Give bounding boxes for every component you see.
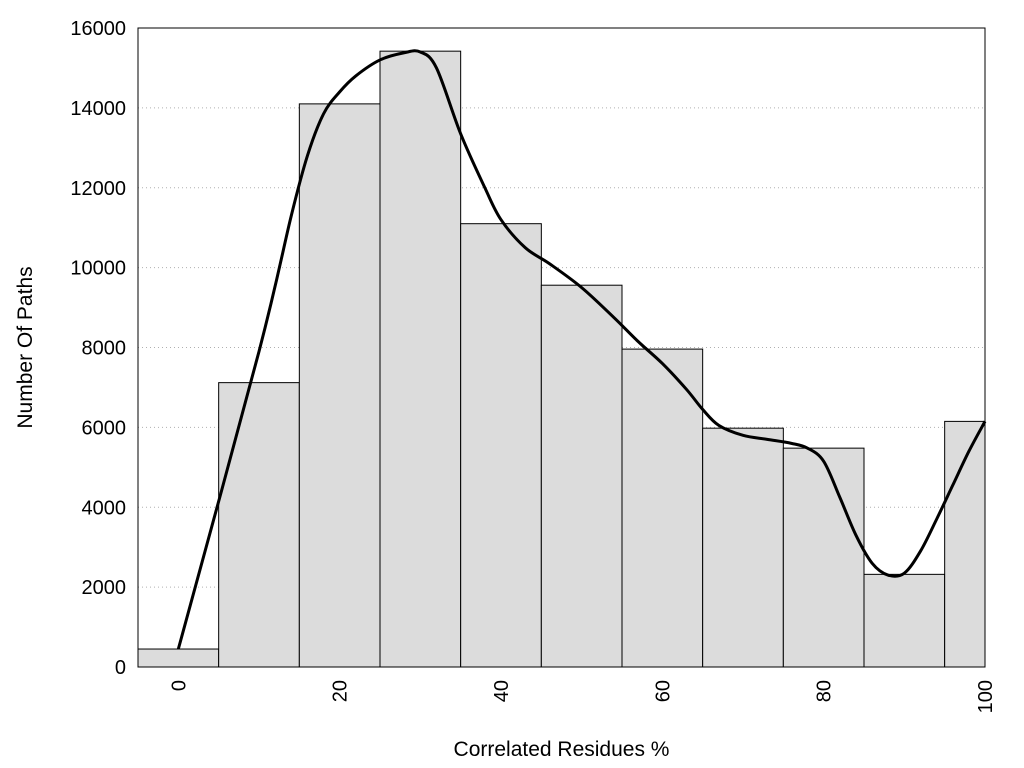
histogram-bars [138,51,985,667]
y-axis-title: Number Of Paths [14,266,37,428]
x-tick-label: 80 [814,680,836,702]
histogram-bar [380,51,461,667]
x-tick-label: 0 [168,680,190,691]
histogram-bar [864,574,945,667]
x-axis-ticks: 0 20 40 60 80 100 [168,680,997,713]
histogram-bar [138,649,219,667]
histogram-bar [622,349,703,667]
histogram-bar [783,448,864,667]
y-tick-label: 0 [115,657,126,679]
histogram-bar [219,383,300,667]
y-tick-label: 2000 [82,577,127,599]
histogram-bar [299,104,380,667]
x-tick-label: 40 [491,680,513,702]
y-tick-label: 6000 [82,417,127,439]
y-tick-label: 14000 [70,98,126,120]
histogram-bar [703,428,784,667]
x-tick-label: 20 [330,680,352,702]
y-tick-label: 8000 [82,338,127,360]
x-axis-title: Correlated Residues % [454,738,670,761]
y-tick-label: 4000 [82,497,127,519]
x-tick-label: 100 [975,680,997,713]
y-tick-label: 12000 [70,178,126,200]
x-tick-label: 60 [652,680,674,702]
histogram-bar [541,285,622,667]
y-tick-label: 10000 [70,258,126,280]
histogram-bar [461,224,542,667]
y-axis-ticks: 0 2000 4000 6000 8000 10000 12000 14000 16000 [70,18,126,679]
y-tick-label: 16000 [70,18,126,40]
